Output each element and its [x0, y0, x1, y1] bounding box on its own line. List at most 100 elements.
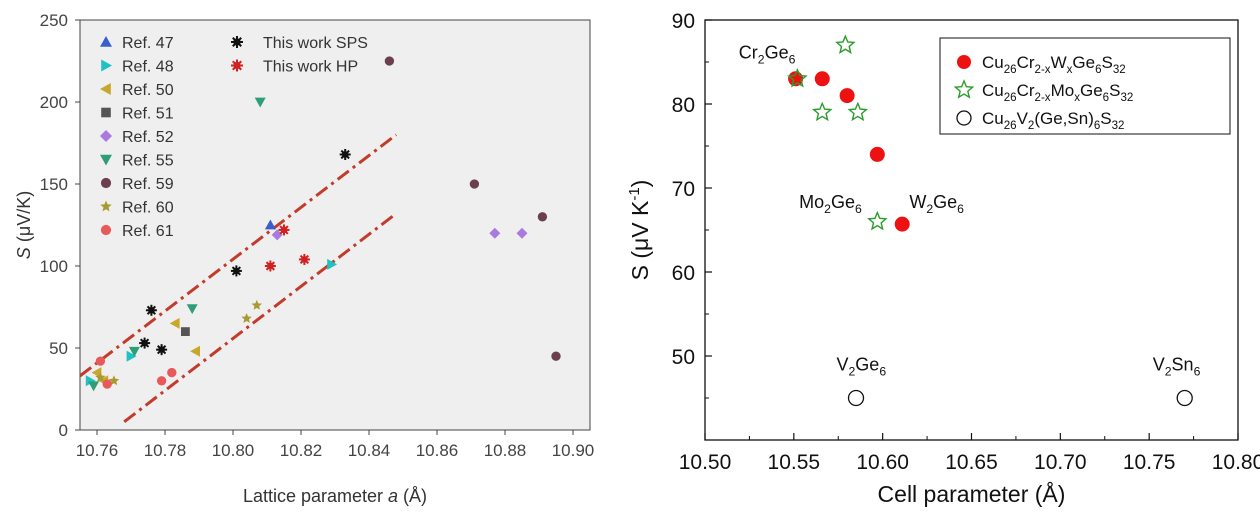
data-point: [95, 356, 106, 366]
y-tick-label: 80: [672, 94, 695, 117]
legend-label: Ref. 52: [122, 129, 174, 146]
data-point: [1176, 389, 1193, 407]
x-tick-label: 10.80: [1212, 451, 1260, 474]
data-point: [95, 372, 106, 382]
data-point: [814, 71, 830, 87]
y-tick-label: 0: [59, 421, 68, 440]
legend-marker: [100, 83, 111, 95]
legend-marker: [100, 154, 112, 166]
data-point: [867, 210, 888, 231]
legend-marker: [957, 55, 971, 69]
legend-label: Cu26​Cr2-x​Wx​Ge6​S32​: [982, 53, 1126, 76]
data-point: [264, 260, 276, 272]
legend-box: [939, 37, 1231, 135]
legend: Ref. 47 Ref. 48 Ref. 50 Ref. 51 Ref. 52 Ref. …: [100, 35, 368, 240]
data-point: [230, 265, 242, 277]
x-tick-label: 10.76: [76, 441, 119, 460]
data-point: [869, 146, 885, 162]
x-tick-label: 10.86: [416, 441, 459, 460]
legend-marker: [101, 59, 112, 72]
data-point: [327, 258, 338, 270]
point-annotation: Mo2​Ge6​: [799, 192, 862, 216]
y-tick-label: 250: [40, 11, 68, 30]
point-annotation: V2​Sn6​: [1153, 354, 1201, 378]
legend-label: Ref. 47: [122, 35, 174, 52]
data-point: [551, 351, 561, 361]
data-point: [847, 389, 865, 407]
data-point: [156, 376, 167, 386]
legend-label: Ref. 55: [122, 153, 174, 170]
x-tick-label: 10.50: [679, 451, 732, 474]
x-tick-label: 10.82: [280, 441, 323, 460]
legend-label: Ref. 59: [122, 176, 174, 193]
x-tick-label: 10.84: [348, 441, 391, 460]
y-tick-label: 50: [672, 346, 695, 369]
trend-line: [123, 212, 398, 423]
data-point: [102, 379, 112, 389]
point-annotation: Cr2​Ge6​: [739, 43, 796, 67]
legend-marker: [100, 177, 112, 189]
data-point: [241, 312, 252, 323]
trend-line: [79, 133, 398, 378]
data-point: [181, 327, 190, 336]
data-point: [167, 367, 177, 378]
legend-label: Cu26​Cr2-x​Mox​Ge6​S32​: [982, 81, 1133, 104]
x-tick-label: 10.78: [144, 441, 187, 460]
y-tick-label: 100: [40, 257, 68, 276]
legend-label: Ref. 51: [122, 106, 174, 123]
x-axis-label: Cell parameter (Å): [878, 480, 1066, 507]
legend-marker: [956, 110, 972, 126]
y-tick-label: 60: [672, 262, 695, 285]
legend-label: Ref. 50: [122, 82, 174, 99]
legend-marker: [100, 36, 112, 47]
data-point: [811, 101, 833, 122]
point-annotation: V2​Ge6​: [836, 354, 886, 378]
data-point: [339, 148, 351, 160]
data-point: [469, 179, 480, 189]
data-point: [894, 216, 910, 232]
data-point: [787, 67, 808, 88]
data-point: [139, 337, 151, 349]
data-point: [384, 56, 395, 66]
data-point: [254, 97, 266, 108]
legend-label: Ref. 60: [122, 200, 174, 217]
legend-marker: [100, 200, 112, 212]
data-point: [489, 227, 501, 239]
x-tick-label: 10.65: [945, 451, 998, 474]
data-point: [835, 34, 856, 54]
legend-label: This work HP: [263, 59, 358, 76]
point-annotation: W2​Ge6​: [909, 192, 964, 216]
data-point: [298, 253, 310, 265]
legend-label: Cu26​V2​(Ge,Sn)6​S32​: [982, 109, 1124, 132]
legend-marker: [101, 107, 111, 118]
legend-marker: [231, 36, 243, 48]
y-axis-label: S (μV K-1): [626, 180, 653, 281]
data-point: [537, 212, 548, 222]
right-chart: 50 60 70 80 90 10.50 10.55 10.60 10.65 10.70 10.75…: [626, 10, 1260, 507]
x-tick-label: 10.70: [1034, 451, 1087, 474]
y-tick-label: 90: [672, 10, 695, 33]
data-point: [126, 350, 137, 362]
legend-marker: [100, 130, 112, 142]
data-point: [190, 345, 200, 357]
x-axis-label: Lattice parameter a (Å): [243, 486, 427, 506]
legend-marker: [953, 79, 975, 99]
legend-label: Ref. 48: [122, 59, 174, 76]
legend-marker: [231, 59, 243, 72]
x-tick-label: 10.60: [856, 451, 909, 474]
x-tick-label: 10.88: [484, 441, 527, 460]
y-tick-label: 200: [40, 93, 68, 112]
y-tick-label: 150: [40, 175, 68, 194]
data-point: [88, 381, 100, 392]
data-point: [264, 219, 276, 230]
data-point: [271, 229, 283, 241]
data-point: [91, 367, 102, 379]
x-tick-label: 10.75: [1123, 451, 1176, 474]
legend-label: Ref. 61: [122, 223, 174, 240]
data-point: [251, 299, 263, 310]
x-tick-label: 10.55: [768, 451, 821, 474]
plot-area: [79, 19, 591, 431]
data-point: [278, 224, 290, 236]
data-point: [145, 304, 157, 316]
